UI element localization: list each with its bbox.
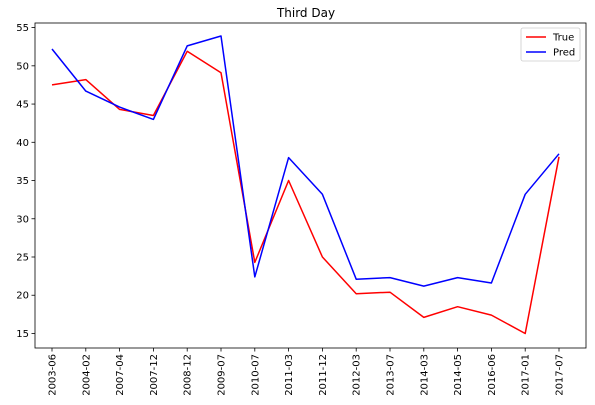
x-tick-label: 2007-04 (115, 354, 126, 396)
y-axis: 15 20 25 30 35 40 45 50 55 (16, 23, 35, 340)
x-tick-label: 2008-12 (183, 354, 194, 396)
x-tick-label: 2011-12 (318, 354, 329, 396)
x-tick-label: 2009-07 (217, 354, 228, 396)
legend: True Pred (520, 27, 581, 62)
x-tick-label: 2014-05 (453, 354, 464, 396)
series-layer (51, 35, 560, 335)
x-tick-label: 2012-03 (352, 354, 363, 396)
y-tick-label: 50 (16, 61, 29, 72)
plot-area-frame (34, 22, 587, 349)
legend-label-true: True (552, 33, 574, 44)
x-tick-label: 2007-12 (149, 354, 160, 396)
x-tick-label: 2003-06 (48, 354, 59, 396)
x-tick-label: 2014-03 (419, 354, 430, 396)
chart-title: Third Day (276, 6, 335, 20)
y-tick-label: 20 (16, 291, 29, 302)
y-tick-label: 35 (16, 176, 29, 187)
y-tick-label: 15 (16, 329, 29, 340)
series-line-true (51, 50, 560, 335)
legend-label-pred: Pred (553, 48, 575, 59)
x-tick-label: 2017-07 (555, 354, 566, 396)
y-tick-label: 30 (16, 214, 29, 225)
x-tick-label: 2017-01 (521, 354, 532, 396)
x-tick-label: 2011-03 (284, 354, 295, 396)
y-tick-label: 45 (16, 100, 29, 111)
x-tick-label: 2013-07 (386, 354, 397, 396)
y-tick-label: 40 (16, 138, 29, 149)
x-tick-label: 2016-06 (487, 354, 498, 396)
series-line-pred (51, 35, 560, 287)
x-axis: 2003-06 2004-02 2007-04 2007-12 2008-12 2009-… (48, 348, 566, 396)
x-tick-label: 2010-07 (250, 354, 261, 396)
y-tick-label: 55 (16, 23, 29, 34)
y-tick-label: 25 (16, 253, 29, 264)
x-tick-label: 2004-02 (81, 354, 92, 396)
